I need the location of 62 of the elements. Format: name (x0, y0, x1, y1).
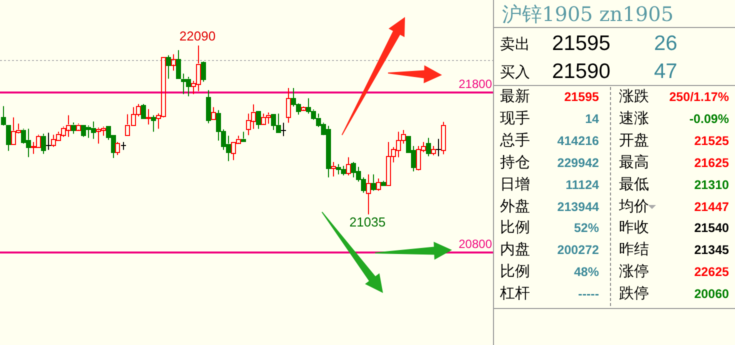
text: 47 (654, 60, 678, 84)
text: 14 (585, 112, 599, 126)
text: 速涨 (619, 108, 649, 128)
candlestick (280, 122, 286, 137)
text: 200272 (557, 243, 599, 258)
ref-line-label: 21800 (458, 76, 492, 91)
candlestick (366, 174, 371, 215)
text: 最高 (619, 152, 649, 172)
text: 外盘 (500, 196, 530, 216)
text: 现手 (500, 108, 530, 128)
candlestick (331, 162, 336, 177)
text: 涨跌 (619, 87, 649, 106)
text: 最新 (500, 87, 530, 106)
text: 跌停 (619, 284, 649, 304)
text: 21590 (552, 60, 610, 84)
candlestick (286, 88, 291, 124)
text: 21595 (552, 32, 610, 56)
candlestick (211, 106, 216, 120)
text: 21525 (694, 134, 729, 148)
ref-line-label: 20800 (458, 236, 492, 251)
text: 沪锌1905 zn1905 (502, 1, 674, 28)
text: 414216 (557, 134, 599, 148)
annotation: 22090 (179, 28, 216, 44)
text: 11124 (566, 178, 599, 192)
text: 内盘 (500, 240, 530, 260)
text: 昨收 (619, 218, 649, 238)
text: 21540 (694, 221, 729, 236)
text: 杠杆 (500, 284, 530, 304)
text: 22625 (694, 265, 729, 280)
text: 日增 (500, 174, 530, 194)
text: 21625 (694, 156, 729, 170)
candlestick (346, 156, 351, 176)
text: 229942 (557, 156, 599, 170)
text: 213944 (557, 200, 599, 214)
text: 21447 (694, 200, 729, 214)
text: 最低 (619, 174, 649, 194)
text: 持仓 (500, 152, 530, 172)
text: 26 (654, 32, 678, 56)
annotation: 21035 (349, 214, 386, 230)
text: 总手 (500, 130, 530, 150)
text: 涨停 (619, 262, 649, 282)
text: 48% (574, 265, 599, 280)
text: 21595 (564, 90, 599, 104)
candlestick (120, 142, 126, 150)
candlestick (46, 132, 52, 150)
text: 卖出 (500, 35, 530, 54)
text: 买入 (500, 63, 530, 82)
text: ----- (578, 287, 599, 302)
text: 昨结 (619, 240, 649, 260)
text: 比例 (500, 218, 530, 238)
candlestick (436, 138, 442, 157)
text: 21345 (694, 243, 729, 258)
text: 比例 (500, 262, 530, 282)
candlestick (146, 108, 151, 126)
text: 开盘 (619, 130, 649, 150)
text: 20060 (694, 287, 729, 302)
text: -0.09% (689, 112, 729, 126)
text: 均价 (619, 196, 649, 216)
text: 21310 (694, 178, 729, 192)
text: 250/1.17% (669, 90, 729, 104)
candlestick (171, 54, 176, 72)
text: 52% (574, 221, 599, 236)
